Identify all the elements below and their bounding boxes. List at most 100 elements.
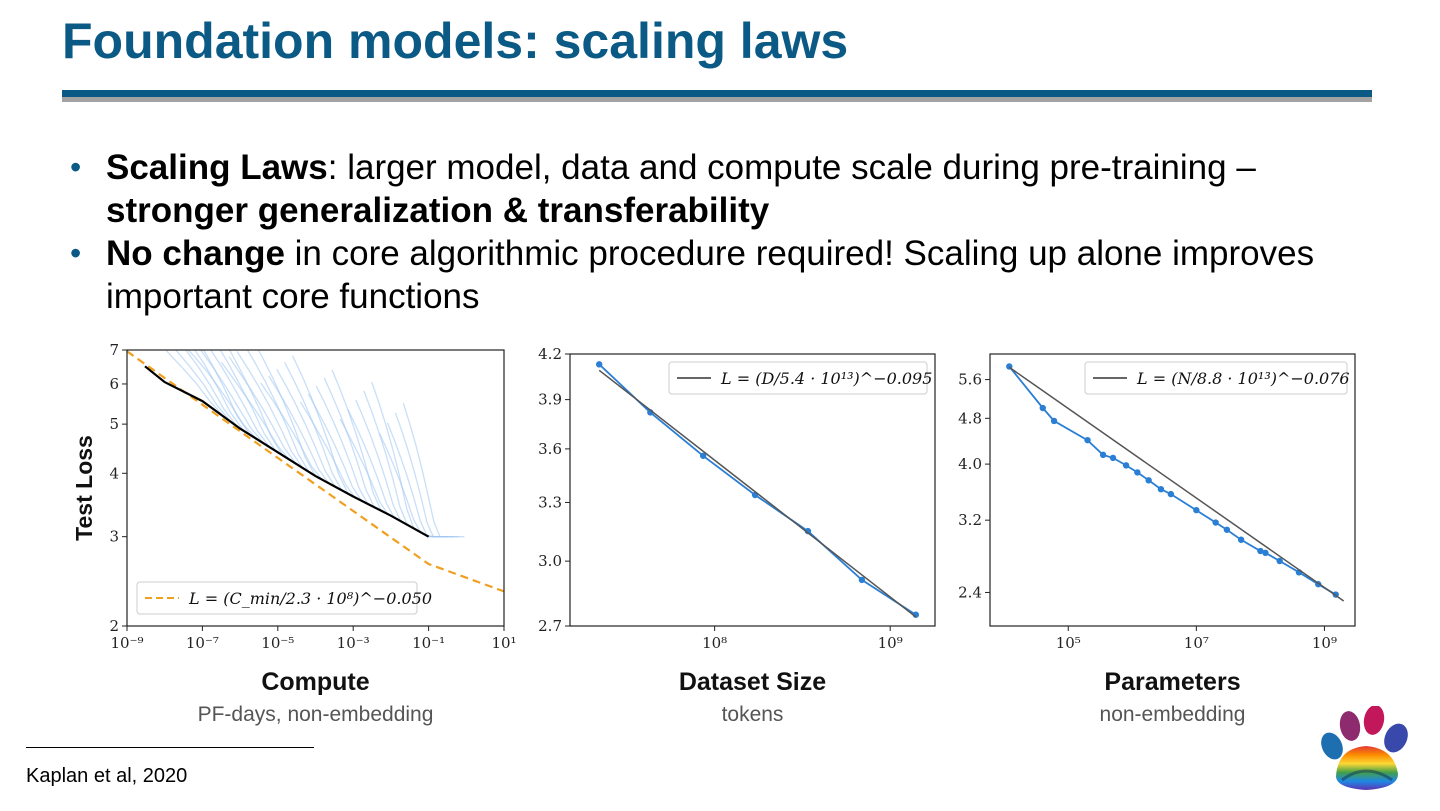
data-point (1109, 454, 1117, 462)
data-point (1084, 436, 1091, 444)
bullet-list: • Scaling Laws: larger model, data and c… (70, 146, 1370, 318)
y-tick-label: 3.6 (538, 440, 562, 458)
legend-box (136, 581, 418, 615)
data-point (1262, 549, 1269, 557)
chart-dataset-size: 10⁸ 10⁹ 4.2 3.9 3.6 3.3 3.0 2.7 Dataset Size toke… (520, 338, 950, 728)
plot-group: 10⁸ 10⁹ 4.2 3.9 3.6 3.3 3.0 2.7 Dataset Size toke… (538, 345, 936, 726)
plot-frame (989, 353, 1356, 627)
x-axis-subtitle: non-embedding (1100, 703, 1246, 726)
bullet-text: : larger model, data and compute scale d… (327, 148, 1256, 187)
y-tick-label: 4.8 (958, 409, 982, 427)
data-point (1157, 485, 1165, 493)
plot-group: 10⁻⁹ 10⁻⁷ 10⁻⁵ 10⁻³ 10⁻¹ 10¹ 7 6 5 4 3 2 Compute PF-d… (71, 341, 517, 726)
x-tick-label: 10⁻¹ (412, 634, 445, 652)
fit-line (598, 369, 917, 618)
x-tick-label: 10⁻⁷ (186, 634, 219, 652)
bullet-dot-icon: • (70, 235, 82, 271)
slide-title: Foundation models: scaling laws (62, 13, 849, 69)
title-rule-shadow (62, 97, 1372, 102)
y-tick-label: 5.6 (958, 371, 982, 389)
y-tick-label: 7 (109, 341, 119, 359)
training-run-line (371, 381, 442, 538)
x-axis-title: Compute (261, 668, 369, 696)
y-tick-label: 6 (109, 375, 119, 393)
chart-dataset-size-svg: 10⁸ 10⁹ 4.2 3.9 3.6 3.3 3.0 2.7 Dataset Size toke… (538, 345, 936, 726)
data-point (1145, 477, 1152, 484)
bullet-item: • Scaling Laws: larger model, data and c… (70, 146, 1370, 232)
data-point (1122, 462, 1130, 469)
data-point (1276, 557, 1283, 565)
x-tick-label: 10⁻⁹ (110, 634, 143, 652)
data-point (1212, 519, 1219, 526)
y-tick-label: 3.9 (538, 391, 562, 409)
chart-parameters: 10⁵ 10⁷ 10⁹ 5.6 4.8 4.0 3.2 2.4 Parameters non-em… (950, 338, 1370, 728)
data-point (595, 361, 603, 368)
footnote-rule (26, 747, 314, 748)
y-tick-label: 3.0 (538, 552, 562, 570)
paw-print-rainbow-icon (1318, 705, 1414, 799)
data-point (1257, 547, 1264, 555)
y-tick-label: 3 (109, 528, 119, 546)
training-run-line (268, 375, 369, 505)
chart-parameters-svg: 10⁵ 10⁷ 10⁹ 5.6 4.8 4.0 3.2 2.4 Parameters non-em… (958, 353, 1356, 726)
training-run-line (202, 350, 301, 467)
data-point (1134, 469, 1141, 476)
data-point (1223, 526, 1231, 533)
y-tick-label: 4.0 (958, 455, 982, 473)
plot-area (595, 361, 920, 618)
bullet-item: • No change in core algorithmic procedur… (70, 232, 1370, 318)
y-tick-label: 4.2 (538, 345, 562, 363)
x-tick-label: 10⁵ (1056, 634, 1081, 652)
data-point (1237, 536, 1245, 543)
bullet-bold-lead: No change (106, 234, 285, 273)
chart-compute-svg: 10⁻⁹ 10⁻⁷ 10⁻⁵ 10⁻³ 10⁻¹ 10¹ 7 6 5 4 3 2 Compute PF-d… (71, 341, 517, 726)
y-tick-label: 4 (109, 464, 119, 482)
legend-box (668, 361, 928, 395)
training-run-line (379, 433, 448, 538)
data-point (804, 527, 812, 535)
x-tick-label: 10⁻³ (337, 634, 370, 652)
plot-frame (126, 349, 505, 627)
plot-area (127, 350, 504, 593)
x-axis-subtitle: tokens (722, 703, 784, 726)
y-tick-label: 3.2 (958, 511, 982, 529)
frontier-line (144, 365, 430, 538)
x-axis-subtitle: PF-days, non-embedding (198, 703, 434, 726)
data-point (1099, 451, 1107, 459)
x-tick-label: 10¹ (491, 634, 516, 652)
legend-label: L = (C_min/2.3 · 10⁸)^−0.050 (188, 589, 432, 608)
bullet-bold-tail: stronger generalization & transferabilit… (106, 191, 770, 230)
x-tick-label: 10⁹ (1312, 634, 1337, 652)
bullet-dot-icon: • (70, 149, 82, 185)
training-run-line (307, 393, 397, 520)
bullet-bold-lead: Scaling Laws (106, 148, 328, 187)
data-point (1193, 506, 1200, 514)
x-tick-label: 10⁹ (878, 634, 903, 652)
plot-group: 10⁵ 10⁷ 10⁹ 5.6 4.8 4.0 3.2 2.4 Parameters non-em… (958, 353, 1356, 726)
y-tick-label: 5 (109, 415, 119, 433)
legend-label: L = (D/5.4 · 10¹³)^−0.095 (720, 369, 932, 388)
chart-compute: 10⁻⁹ 10⁻⁷ 10⁻⁵ 10⁻³ 10⁻¹ 10¹ 7 6 5 4 3 2 Compute PF-d… (60, 338, 530, 728)
y-tick-label: 2 (109, 617, 119, 635)
y-axis-title: Test Loss (71, 435, 97, 541)
x-tick-label: 10⁸ (702, 634, 727, 652)
x-tick-label: 10⁷ (1184, 634, 1209, 652)
data-point (699, 452, 707, 459)
x-axis-title: Dataset Size (679, 668, 826, 696)
y-tick-label: 3.3 (538, 493, 562, 511)
fit-line (1008, 366, 1345, 602)
x-tick-label: 10⁻⁵ (261, 634, 294, 652)
data-point (1039, 404, 1046, 412)
plot-area (1006, 363, 1345, 602)
x-axis-title: Parameters (1104, 668, 1240, 696)
title-rule (62, 90, 1372, 97)
legend-box (1084, 361, 1348, 395)
data-point (858, 576, 866, 584)
legend-label: L = (N/8.8 · 10¹³)^−0.076 (1136, 369, 1350, 388)
data-point (1167, 490, 1175, 498)
fit-line-dashed (127, 350, 504, 593)
y-tick-label: 2.7 (538, 617, 562, 635)
y-tick-label: 2.4 (958, 583, 982, 601)
training-run-line (402, 402, 465, 538)
plot-frame (569, 353, 936, 627)
